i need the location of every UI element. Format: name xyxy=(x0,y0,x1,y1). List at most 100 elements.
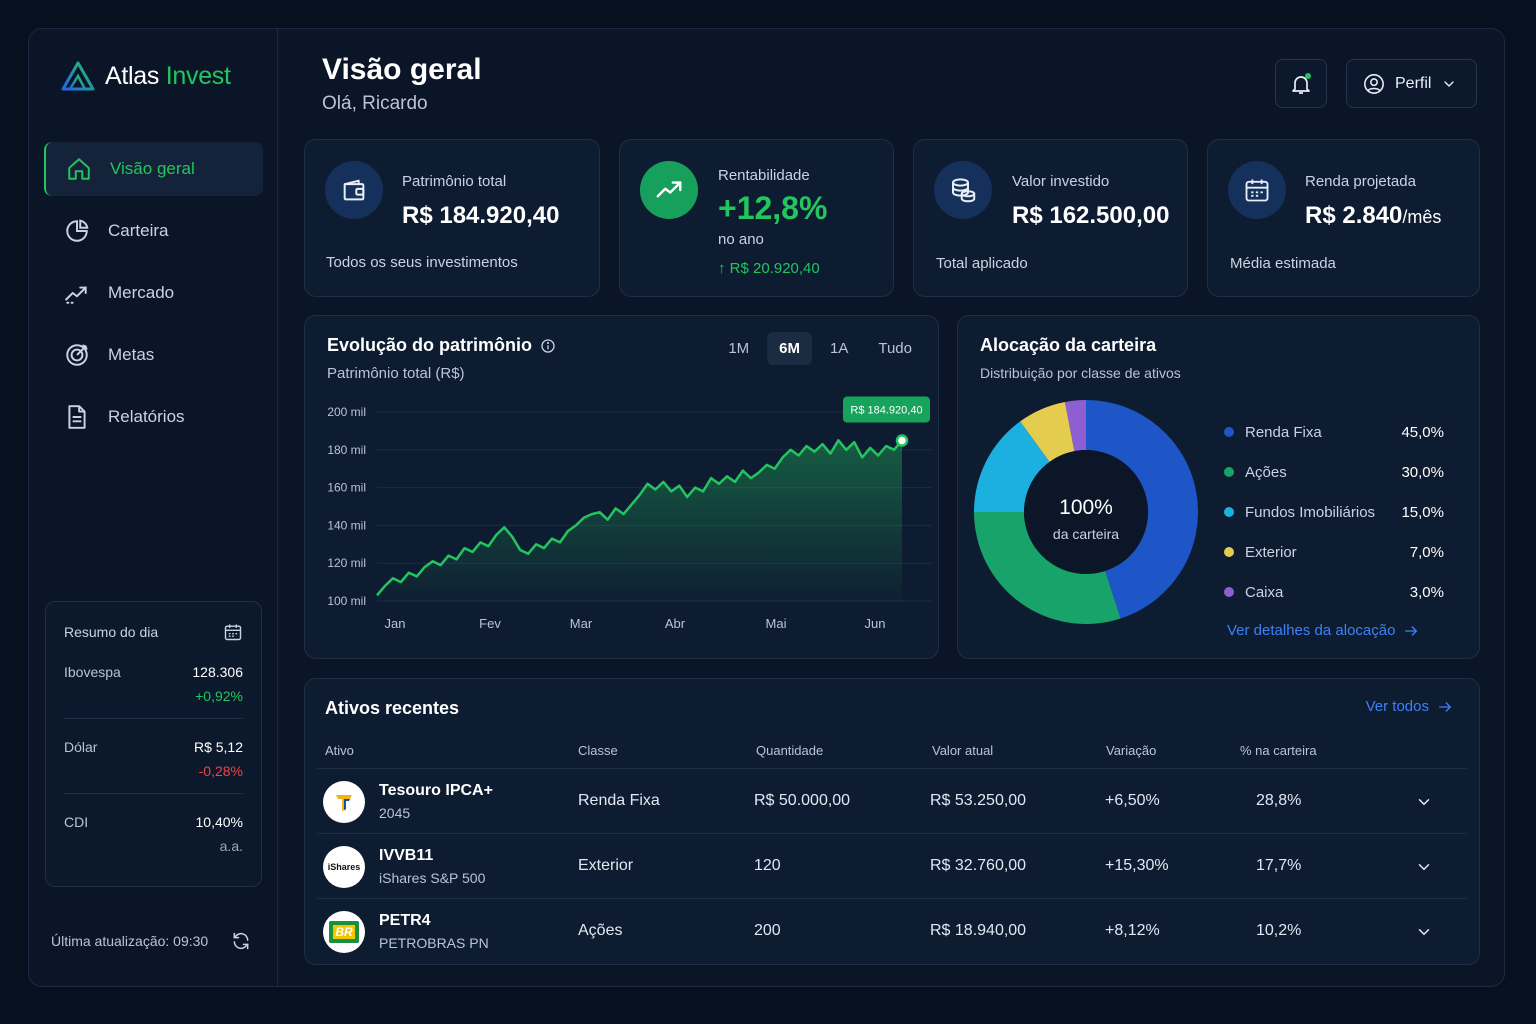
alocacao-legend: Renda Fixa 45,0% Ações 30,0% Fundos Imobil… xyxy=(1224,412,1444,612)
user-icon xyxy=(1364,73,1384,94)
notifications-button[interactable] xyxy=(1275,59,1327,108)
asset-subtitle: PETROBRAS PN xyxy=(379,935,489,951)
legend-swatch xyxy=(1224,467,1234,477)
link-label: Ver todos xyxy=(1365,698,1429,715)
coins-icon xyxy=(934,161,992,219)
expand-row-chevron-icon[interactable] xyxy=(1415,793,1433,811)
ativos-recentes-card: Ativos recentes Ver todos Ativo Classe Q… xyxy=(304,678,1480,965)
kpi-value: R$ 162.500,00 xyxy=(1012,202,1170,229)
table-row[interactable]: iShares IVVB11 iShares S&P 500 Exterior … xyxy=(317,833,1467,898)
donut-slice[interactable] xyxy=(1065,400,1086,452)
last-update: Última atualização: 09:30 xyxy=(51,931,251,951)
legend-item: Ações 30,0% xyxy=(1224,452,1444,492)
sidebar-item-label: Mercado xyxy=(108,283,175,302)
trend-icon xyxy=(65,286,87,304)
resumo-row-cdi: CDI 10,40% a.a. xyxy=(64,794,243,854)
resumo-label: Dólar xyxy=(64,739,98,755)
resumo-value: 10,40% xyxy=(195,814,243,830)
kpi-card-patrimonio: Patrimônio total R$ 184.920,40 Todos os … xyxy=(304,139,600,297)
evolucao-title-row: Evolução do patrimônio xyxy=(327,335,556,356)
resumo-do-dia-panel: Resumo do dia Ibovespa 128.306 +0,92% Dó… xyxy=(45,601,262,887)
chart-y-tick-label: 200 mil xyxy=(327,405,366,419)
chart-y-tick-label: 160 mil xyxy=(327,481,366,495)
ativos-title: Ativos recentes xyxy=(325,698,460,718)
sidebar-item-visao-geral[interactable]: Visão geral xyxy=(44,142,263,196)
kpi-label: Valor investido xyxy=(1012,173,1110,190)
range-tab-tudo[interactable]: Tudo xyxy=(878,340,912,357)
kpi-unit: /mês xyxy=(1402,207,1442,227)
chart-x-tick-label: Abr xyxy=(665,616,686,631)
table-row[interactable]: BR PETR4 PETROBRAS PN Ações 200 R$ 18.94… xyxy=(317,898,1467,963)
kpi-delta: ↑ R$ 20.920,40 xyxy=(718,260,820,277)
refresh-icon[interactable] xyxy=(231,931,251,951)
main-content: Visão geral Olá, Ricardo Perfil Patrimôn… xyxy=(278,29,1504,986)
divider xyxy=(64,793,243,794)
calendar-icon[interactable] xyxy=(223,622,243,642)
legend-swatch xyxy=(1224,427,1234,437)
donut-slice[interactable] xyxy=(974,421,1050,512)
resumo-change: +0,92% xyxy=(195,688,243,704)
range-tab-1m[interactable]: 1M xyxy=(728,340,750,357)
range-tab-1a[interactable]: 1A xyxy=(830,340,849,357)
kpi-value: +12,8% xyxy=(718,190,828,226)
legend-value: 30,0% xyxy=(1401,463,1444,481)
chart-x-tick-label: Fev xyxy=(479,616,501,631)
alocacao-details-link[interactable]: Ver detalhes da alocação xyxy=(1227,622,1419,639)
expand-row-chevron-icon[interactable] xyxy=(1415,923,1433,941)
alocacao-subtitle: Distribuição por classe de ativos xyxy=(980,365,1181,381)
kpi-card-renda-projetada: Renda projetada R$ 2.840/mês Média estim… xyxy=(1207,139,1480,297)
sidebar-item-relatorios[interactable]: Relatórios xyxy=(44,390,263,444)
evolucao-title: Evolução do patrimônio xyxy=(327,335,533,355)
alocacao-donut-chart: 100% da carteira xyxy=(974,400,1198,624)
ishares-logo-text: iShares xyxy=(327,862,361,872)
legend-label: Caixa xyxy=(1245,583,1284,601)
donut-slice[interactable] xyxy=(974,512,1121,624)
column-header-pct-carteira[interactable]: % na carteira xyxy=(1240,743,1317,758)
resumo-label: CDI xyxy=(64,814,89,830)
kpi-caption: Total aplicado xyxy=(936,255,1028,272)
column-header-quantidade[interactable]: Quantidade xyxy=(756,743,824,758)
bell-icon xyxy=(1292,72,1311,94)
evolucao-chart: 200 mil 180 mil 160 mil 140 mil 120 mil 100 m… xyxy=(327,396,932,631)
legend-item: Fundos Imobiliários 15,0% xyxy=(1224,492,1444,532)
donut-center-value: 100% xyxy=(1059,496,1113,519)
donut-slice[interactable] xyxy=(1020,401,1075,462)
ver-todos-link[interactable]: Ver todos xyxy=(1366,698,1453,715)
column-header-variacao[interactable]: Variação xyxy=(1106,743,1157,758)
asset-variation: +8,12% xyxy=(1105,922,1160,939)
donut-slice[interactable] xyxy=(1086,400,1198,619)
chart-tooltip: R$ 184.920,40 xyxy=(843,396,930,447)
sidebar-item-carteira[interactable]: Carteira xyxy=(44,204,263,258)
brand-logo[interactable]: Atlas Invest xyxy=(61,61,231,91)
evolucao-subtitle: Patrimônio total (R$) xyxy=(327,365,465,382)
atlas-logo-icon xyxy=(61,61,95,91)
profile-menu-button[interactable]: Perfil xyxy=(1346,59,1477,108)
chart-y-tick-label: 140 mil xyxy=(327,518,366,532)
chart-last-point[interactable] xyxy=(895,434,909,447)
expand-row-chevron-icon[interactable] xyxy=(1415,858,1433,876)
asset-name: IVVB11 xyxy=(379,847,434,864)
asset-quantity: 200 xyxy=(754,922,781,939)
asset-subtitle: 2045 xyxy=(379,805,411,821)
kpi-label: Patrimônio total xyxy=(402,173,507,190)
sidebar-item-mercado[interactable]: Mercado xyxy=(44,266,263,320)
column-header-classe[interactable]: Classe xyxy=(578,743,618,758)
asset-quantity: R$ 50.000,00 xyxy=(754,792,851,809)
target-icon xyxy=(66,344,88,366)
asset-variation: +6,50% xyxy=(1105,792,1160,809)
sidebar: Atlas Invest Visão geral Carteira Mercad… xyxy=(29,29,278,986)
resumo-row-dolar: Dólar R$ 5,12 -0,28% xyxy=(64,719,243,779)
chart-x-tick-label: Mai xyxy=(766,616,787,631)
table-row[interactable]: Tesouro IPCA+ 2045 Renda Fixa R$ 50.000,… xyxy=(317,768,1467,833)
legend-value: 15,0% xyxy=(1401,503,1444,521)
page-title: Visão geral xyxy=(322,53,482,86)
asset-current-value: R$ 32.760,00 xyxy=(930,857,1027,874)
info-icon[interactable] xyxy=(540,338,556,354)
column-header-ativo[interactable]: Ativo xyxy=(325,743,354,758)
sidebar-item-metas[interactable]: Metas xyxy=(44,328,263,382)
kpi-amount: R$ 2.840 xyxy=(1305,202,1403,229)
range-tab-6m[interactable]: 6M xyxy=(767,332,812,365)
legend-label: Renda Fixa xyxy=(1245,423,1322,441)
column-header-valor-atual[interactable]: Valor atual xyxy=(932,743,994,758)
last-update-text: Última atualização: 09:30 xyxy=(51,933,209,949)
